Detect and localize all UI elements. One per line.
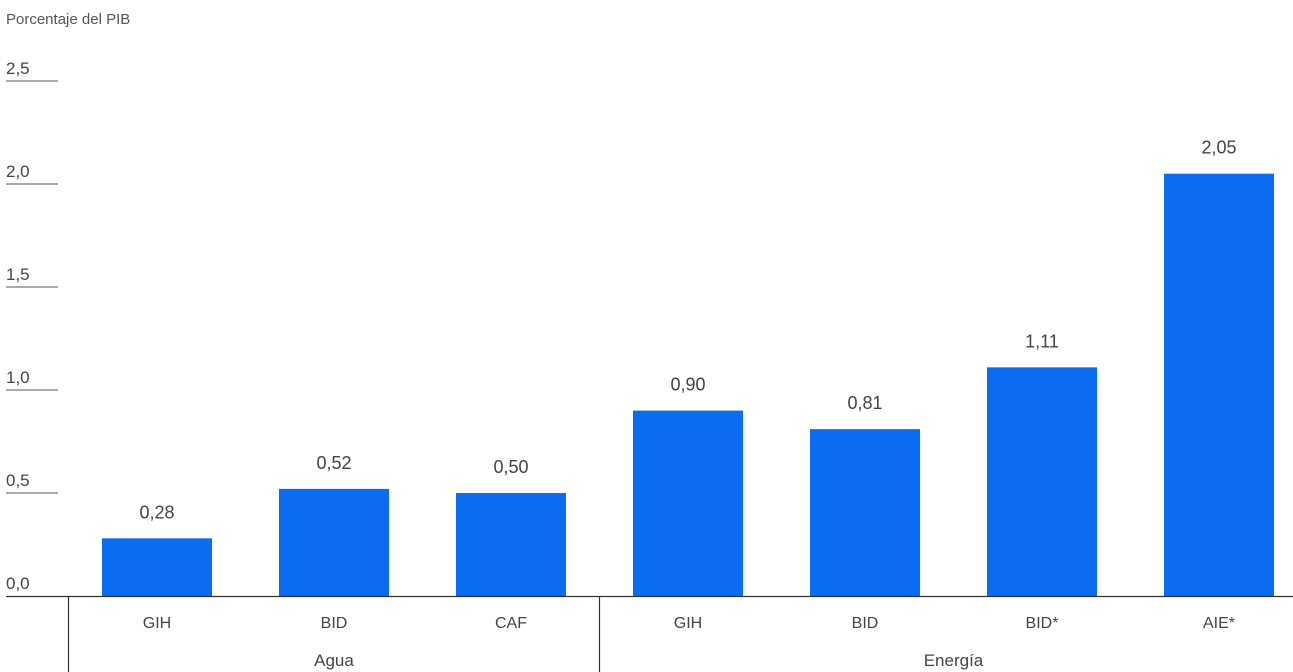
x-tick-label: BID <box>321 615 348 632</box>
bars: 0,28 0,52 0,50 0,90 0,81 1,11 2,05 <box>102 138 1274 596</box>
y-tick-label: 1,0 <box>6 368 30 387</box>
y-tick-label: 0,0 <box>6 574 30 593</box>
y-axis: 0,0 0,5 1,0 1,5 2,0 2,5 <box>6 59 58 593</box>
bar <box>810 429 920 596</box>
x-tick-label: CAF <box>495 615 527 632</box>
x-axis: GIH BID CAF GIH BID BID* AIE* Agua Energía <box>6 595 1293 672</box>
bar <box>456 493 566 596</box>
x-tick-label: AIE* <box>1203 615 1235 632</box>
bar <box>1164 173 1274 596</box>
bar-value-label: 0,28 <box>139 502 174 522</box>
bar <box>987 367 1097 596</box>
y-tick-label: 2,0 <box>6 162 30 181</box>
y-tick-label: 2,5 <box>6 59 30 78</box>
group-label: Energía <box>924 651 984 670</box>
x-tick-label: BID* <box>1026 615 1059 632</box>
bar <box>633 410 743 596</box>
bar <box>102 538 212 596</box>
x-tick-label: GIH <box>143 615 171 632</box>
bar <box>279 488 389 596</box>
bar-value-label: 0,90 <box>670 375 705 395</box>
bar-value-label: 0,81 <box>847 393 882 413</box>
bar-value-label: 0,52 <box>316 453 351 473</box>
bar-value-label: 2,05 <box>1201 138 1236 158</box>
x-tick-label: GIH <box>674 615 702 632</box>
x-tick-label: BID <box>852 615 879 632</box>
y-tick-label: 1,5 <box>6 265 30 284</box>
bar-value-label: 0,50 <box>493 457 528 477</box>
bar-value-label: 1,11 <box>1025 331 1059 351</box>
y-axis-label: Porcentaje del PIB <box>6 11 130 28</box>
group-label: Agua <box>314 651 354 670</box>
y-tick-label: 0,5 <box>6 471 30 490</box>
